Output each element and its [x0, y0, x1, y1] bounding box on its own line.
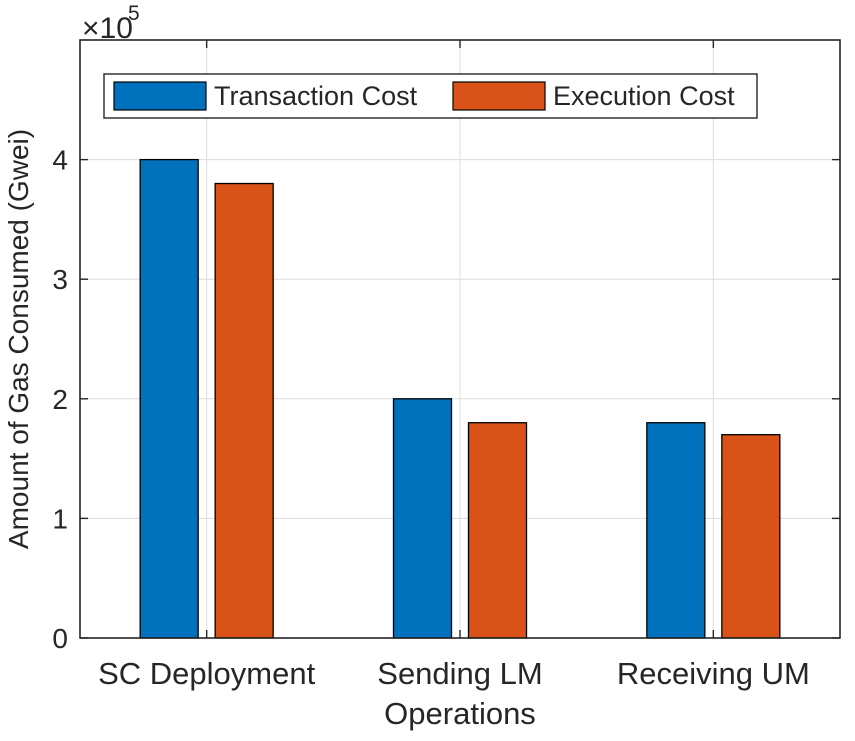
y-scale-exponent: ×10 5: [82, 2, 140, 45]
x-category-label-line: Sending LM: [377, 656, 542, 691]
bar-execution-cost: [214, 182, 274, 639]
bar-transaction-cost: [392, 398, 453, 639]
x-category-label-line: Receiving UM: [617, 656, 810, 691]
y-tick-label: 4: [52, 145, 68, 176]
grid-lines: [80, 40, 840, 639]
bar-execution-cost: [721, 434, 781, 639]
legend: Transaction Cost Execution Cost: [103, 73, 758, 119]
y-tick-label: 0: [52, 623, 68, 654]
x-category-label: Receiving UM: [617, 656, 810, 691]
bar-transaction-cost: [646, 422, 706, 639]
y-axis-ticks: 0 1 2 3 4: [52, 40, 840, 654]
x-category-label-line: Operations: [384, 696, 536, 731]
bars: [139, 158, 781, 639]
x-category-label: Sending LM Operations: [377, 656, 542, 731]
x-category-label: SC Deployment: [98, 656, 315, 691]
x-axis-categories: SC Deployment Sending LM Operations Receivi…: [98, 656, 810, 731]
legend-label-transaction-cost: Transaction Cost: [214, 81, 418, 111]
legend-swatch-transaction-cost: [113, 81, 207, 111]
y-axis-label: Amount of Gas Consumed (Gwei): [3, 129, 34, 549]
y-scale-base: ×10: [82, 12, 133, 45]
legend-label-execution-cost: Execution Cost: [553, 81, 735, 111]
y-scale-power: 5: [128, 2, 140, 25]
y-tick-label: 2: [52, 384, 68, 415]
x-category-label-line: SC Deployment: [98, 656, 315, 691]
legend-box: [103, 73, 758, 119]
y-tick-label: 3: [52, 264, 68, 295]
legend-swatch-execution-cost: [452, 81, 546, 111]
bar-execution-cost: [467, 422, 528, 639]
y-tick-label: 1: [52, 503, 68, 534]
bar-transaction-cost: [139, 158, 199, 639]
